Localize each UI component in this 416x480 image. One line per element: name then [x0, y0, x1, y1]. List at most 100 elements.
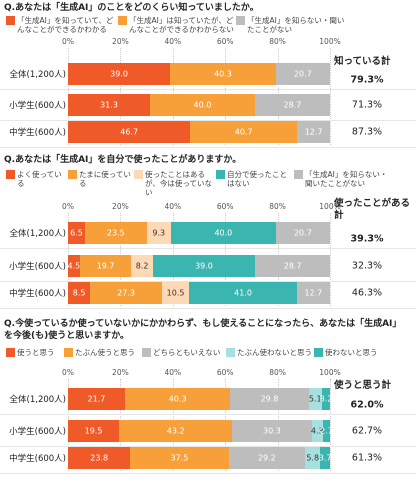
x-tick-label: 60% [216, 202, 234, 211]
value-label: 40.0 [193, 100, 212, 110]
bar-segment [189, 282, 297, 304]
legend-label: よく使っている [17, 170, 62, 188]
value-label: 3.7 [318, 453, 332, 463]
value-label: 30.3 [263, 426, 281, 436]
bar-segment [68, 94, 150, 116]
x-tick-label: 40% [164, 368, 182, 377]
legend-label: 使うと思う [17, 348, 55, 357]
value-label: 4.5 [67, 261, 81, 271]
row-separator [0, 473, 416, 474]
total-label: 46.3% [351, 287, 383, 299]
value-label: 27.3 [117, 288, 135, 298]
bar-segment [305, 447, 321, 469]
legend-swatch [216, 170, 225, 179]
bar-segment [296, 121, 331, 143]
bar-segment [152, 255, 256, 277]
bar-segment [232, 420, 312, 442]
value-label: 39.0 [110, 69, 128, 79]
value-label: 3.2 [319, 394, 333, 404]
legend-swatch [142, 348, 151, 357]
legend: よく使っている たまに使っている 使ったことはあるが、今は使っていない 自分で使ったこ… [6, 170, 412, 197]
row-separator [0, 281, 416, 282]
row-separator [0, 414, 416, 415]
total-label: 71.3% [351, 99, 383, 111]
legend-swatch [64, 348, 73, 357]
bar-segment [119, 420, 233, 442]
legend-swatch [134, 170, 143, 179]
x-tick-label: 20% [112, 202, 129, 211]
bar-segment [275, 63, 330, 85]
legend-item: たぶん使わないと思う [226, 348, 314, 357]
value-label: 8.5 [72, 288, 86, 298]
x-tick-label: 0% [62, 37, 74, 46]
value-label: 19.5 [84, 426, 103, 436]
total-label: 39.3% [350, 233, 384, 245]
legend-item: 自分で使ったことはない [216, 170, 294, 188]
x-tick-label: 40% [164, 202, 182, 211]
x-tick-label: 60% [216, 368, 234, 377]
legend-item: 「生成AI」を知っていて、どんなことができるかわかる [6, 16, 118, 34]
legend-swatch [294, 170, 303, 179]
bar-segment [228, 447, 306, 469]
legend-label: 「生成AI」を知っていて、どんなことができるかわかる [17, 16, 114, 34]
bar-segment [161, 282, 190, 304]
total-label: 62.0% [350, 399, 384, 411]
legend-label: どちらともいえない [153, 348, 221, 357]
bar-segment [68, 388, 125, 410]
grid-line [330, 213, 331, 306]
bar-segment [321, 388, 331, 410]
legend-swatch [6, 348, 15, 357]
bar-segment [308, 388, 322, 410]
total-label: 79.3% [350, 74, 384, 86]
value-label: 4.3 [310, 426, 324, 436]
value-label: 8.2 [135, 261, 149, 271]
value-label: 29.2 [257, 453, 276, 463]
value-label: 23.8 [90, 453, 109, 463]
total-label: 61.3% [351, 452, 383, 464]
bar-segment [311, 420, 323, 442]
row-separator [0, 248, 416, 249]
bar-segment [124, 388, 231, 410]
legend-label: たぶん使うと思う [75, 348, 135, 357]
legend-swatch [6, 16, 15, 25]
bar-segment [90, 282, 162, 304]
legend-label: 使ったことはあるが、今は使っていない [145, 170, 212, 197]
legend-label: 「生成AI」は知っていたが、どんなことができるかわからない [129, 16, 234, 34]
legend-item: たぶん使うと思う [64, 348, 142, 357]
grid-line [330, 48, 331, 145]
value-label: 28.7 [283, 100, 302, 110]
legend-swatch [68, 170, 77, 179]
total-label: 87.3% [351, 126, 383, 138]
totals-title: 使ったことがある計 [334, 198, 411, 221]
category-label: 中学生(600人) [9, 128, 66, 138]
value-label: 12.7 [304, 288, 323, 298]
total-label: 32.3% [351, 260, 383, 272]
legend-item: どちらともいえない [142, 348, 226, 357]
x-tick-label: 20% [112, 37, 129, 46]
legend-item: 「生成AI」を知らない・聞いたことがない [236, 16, 346, 34]
bar-segment [296, 282, 330, 304]
legend-label: 使わないと思う [325, 348, 378, 357]
legend-label: 「生成AI」を知らない・聞いたことがない [247, 16, 345, 34]
legend-label: たまに使っている [79, 170, 131, 188]
value-label: 43.2 [166, 426, 185, 436]
value-label: 5.8 [306, 453, 320, 463]
bar-segment [68, 63, 171, 85]
bar-segment [68, 222, 86, 244]
value-label: 40.3 [214, 69, 232, 79]
legend-item: 使うと思う [6, 348, 64, 357]
row-separator [0, 147, 416, 148]
bar-segment [146, 222, 171, 244]
value-label: 20.7 [293, 69, 312, 79]
legend-label: 「生成AI」を知らない・聞いたことがない [305, 170, 388, 188]
value-label: 40.7 [234, 127, 253, 137]
x-tick-label: 100% [319, 202, 341, 211]
legend-item: よく使っている [6, 170, 68, 188]
legend-label: 自分で使ったことはない [227, 170, 287, 188]
value-label: 37.5 [170, 453, 189, 463]
x-tick-label: 80% [269, 202, 286, 211]
bar-segment [275, 222, 330, 244]
value-label: 9.3 [152, 228, 166, 238]
x-tick-label: 100% [319, 368, 341, 377]
legend-item: たまに使っている [68, 170, 134, 188]
